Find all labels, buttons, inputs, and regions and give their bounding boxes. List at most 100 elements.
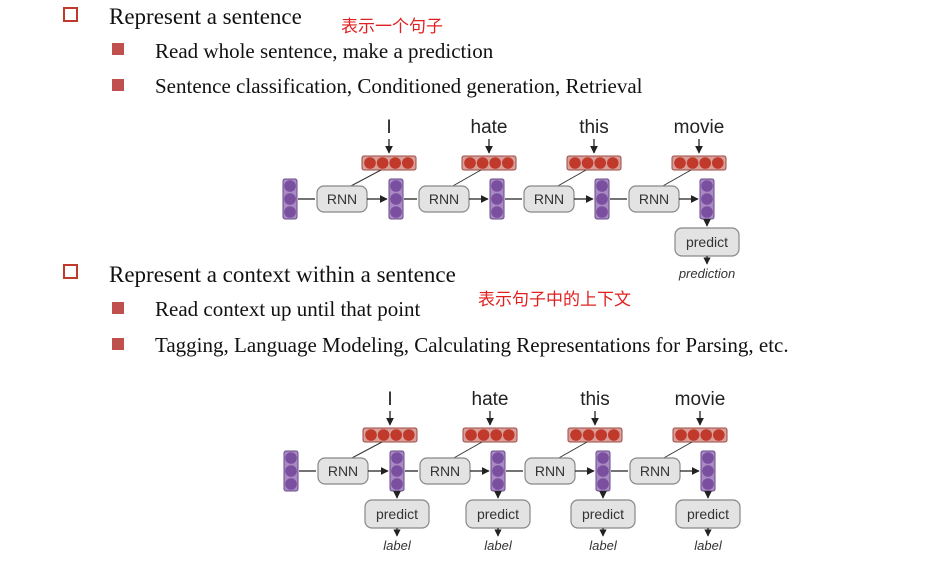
embedding-3-unit: [713, 429, 725, 441]
bullet-square-1a: [112, 43, 124, 55]
embedding-3-unit: [675, 429, 687, 441]
embedding-0-box: [361, 155, 417, 171]
embedding-1-unit: [489, 157, 502, 169]
rnn-cell-label-0: RNN: [328, 463, 358, 479]
embedding-2-unit: [607, 157, 619, 169]
hidden-state-2-unit: [491, 206, 503, 218]
embed-to-rnn-1: [450, 169, 482, 188]
hidden-state-0-unit: [284, 180, 296, 192]
hidden-state-2-unit: [491, 180, 503, 192]
embedding-2-unit: [608, 429, 620, 441]
predict-label-2: predict: [582, 506, 624, 522]
embedding-3-box: [672, 427, 728, 443]
hidden-state-3-unit: [597, 478, 609, 490]
rnn-cell-label-2: RNN: [534, 191, 564, 207]
hidden-state-3-unit: [596, 180, 608, 192]
hidden-state-0-unit: [285, 478, 297, 490]
output-label-1: label: [484, 538, 513, 553]
predict-label-3: predict: [687, 506, 729, 522]
section2-item-1: Read context up until that point: [155, 297, 421, 321]
hidden-state-1-unit: [390, 206, 402, 218]
bullet-box-1: [63, 7, 78, 22]
embedding-2-unit: [581, 157, 594, 169]
embedding-0-box: [362, 427, 418, 443]
hidden-state-1-unit: [390, 193, 402, 205]
rnn-cell-label-1: RNN: [429, 191, 459, 207]
rnn-cell-label-2: RNN: [535, 463, 565, 479]
embedding-1-unit: [476, 157, 489, 169]
embedding-2-unit: [594, 157, 606, 169]
embedding-3-unit: [674, 157, 686, 169]
predict-label-1: predict: [477, 506, 519, 522]
bullet-square-2a: [112, 302, 124, 314]
embedding-0-unit: [377, 429, 390, 441]
word-0: I: [386, 117, 391, 138]
embed-to-rnn-3: [661, 441, 693, 460]
section1-item-1: Read whole sentence, make a prediction: [155, 39, 494, 63]
embedding-0-unit: [389, 157, 402, 169]
hidden-state-0-unit: [285, 465, 297, 477]
section2-note: 表示句子中的上下文: [478, 290, 631, 310]
rnn-cell-label-0: RNN: [327, 191, 357, 207]
hidden-state-3-unit: [597, 465, 609, 477]
hidden-state-4-unit: [701, 206, 713, 218]
hidden-state-2-unit: [491, 193, 503, 205]
hidden-state-1-unit: [391, 465, 403, 477]
embedding-0-unit: [364, 157, 376, 169]
word-1: hate: [471, 117, 508, 138]
hidden-state-2-unit: [492, 452, 504, 464]
word-2: this: [580, 389, 610, 410]
embed-to-rnn-0: [349, 441, 383, 460]
embedding-0-unit: [376, 157, 389, 169]
section1-heading: Represent a sentence: [109, 4, 302, 29]
word-3: movie: [674, 117, 725, 138]
rnn-cell-label-3: RNN: [640, 463, 670, 479]
bullet-square-2b: [112, 338, 124, 350]
embedding-2-unit: [582, 429, 595, 441]
embedding-2-unit: [595, 429, 607, 441]
embedding-2-box: [567, 427, 623, 443]
embedding-1-unit: [464, 157, 476, 169]
section2-item-2: Tagging, Language Modeling, Calculating …: [155, 333, 789, 357]
output-label-3: label: [694, 538, 723, 553]
rnn-cell-label-3: RNN: [639, 191, 669, 207]
hidden-state-1-unit: [391, 452, 403, 464]
embed-to-rnn-3: [660, 169, 692, 188]
embedding-0-unit: [402, 157, 414, 169]
hidden-state-3-unit: [596, 206, 608, 218]
embedding-1-unit: [490, 429, 503, 441]
embed-to-rnn-2: [556, 441, 588, 460]
embedding-0-unit: [390, 429, 403, 441]
embedding-0-unit: [403, 429, 415, 441]
embed-to-rnn-1: [451, 441, 483, 460]
embed-to-rnn-0: [348, 169, 382, 188]
embed-to-rnn-2: [555, 169, 587, 188]
hidden-state-4-unit: [701, 193, 713, 205]
hidden-state-3-unit: [596, 193, 608, 205]
hidden-state-4-unit: [702, 465, 714, 477]
output-label-2: label: [589, 538, 618, 553]
output-label-0: prediction: [678, 266, 735, 281]
hidden-state-2-unit: [492, 465, 504, 477]
embedding-3-box: [671, 155, 727, 171]
hidden-state-3-unit: [597, 452, 609, 464]
section1-item-2: Sentence classification, Conditioned gen…: [155, 74, 643, 98]
word-2: this: [579, 117, 609, 138]
word-1: hate: [472, 389, 509, 410]
embedding-2-unit: [569, 157, 581, 169]
bullet-square-1b: [112, 79, 124, 91]
embedding-0-unit: [365, 429, 377, 441]
hidden-state-4-unit: [701, 180, 713, 192]
embedding-3-unit: [687, 429, 700, 441]
embedding-1-unit: [477, 429, 490, 441]
section2-heading: Represent a context within a sentence: [109, 262, 456, 287]
hidden-state-0-unit: [284, 193, 296, 205]
embedding-2-unit: [570, 429, 582, 441]
embedding-1-box: [461, 155, 517, 171]
predict-label-0: predict: [686, 234, 728, 250]
embedding-1-unit: [465, 429, 477, 441]
hidden-state-4-unit: [702, 478, 714, 490]
